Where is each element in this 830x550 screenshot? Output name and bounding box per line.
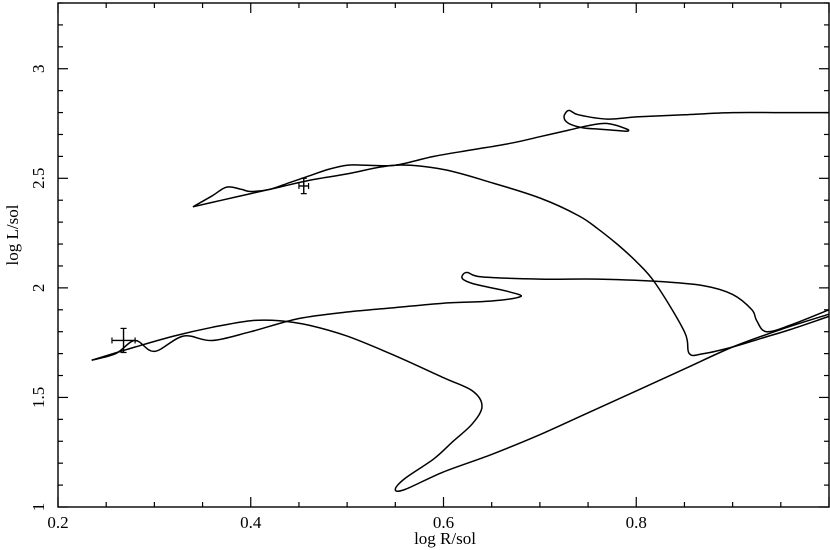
error-bar-2 xyxy=(111,327,136,354)
track-line-4 xyxy=(91,313,830,493)
y-axis-label: log L/sol xyxy=(3,204,22,265)
track-line-1 xyxy=(192,109,829,208)
evolution-tracks xyxy=(91,109,830,493)
x-tick-label: 0.8 xyxy=(626,513,647,532)
x-tick-label: 0.2 xyxy=(47,513,68,532)
x-axis-ticks: 0.2 0.4 0.6 0.8 xyxy=(47,3,830,532)
track-line-3 xyxy=(91,271,830,361)
plot-border xyxy=(57,2,830,508)
y-tick-label: 1.5 xyxy=(29,387,48,408)
x-axis-label: log R/sol xyxy=(414,529,476,548)
y-tick-label: 3 xyxy=(29,64,48,73)
y-tick-label: 2.5 xyxy=(29,168,48,189)
observation-error-bars xyxy=(111,177,310,354)
y-tick-label: 1 xyxy=(29,503,48,512)
track-line-2 xyxy=(192,164,830,357)
y-tick-label: 2 xyxy=(29,284,48,293)
plot-frame xyxy=(57,2,830,508)
error-bar-1 xyxy=(298,177,310,195)
y-axis-ticks: 1 1.5 2 2.5 3 xyxy=(29,2,829,512)
x-tick-label: 0.4 xyxy=(240,513,262,532)
x-tick-label: 0.6 xyxy=(433,513,454,532)
